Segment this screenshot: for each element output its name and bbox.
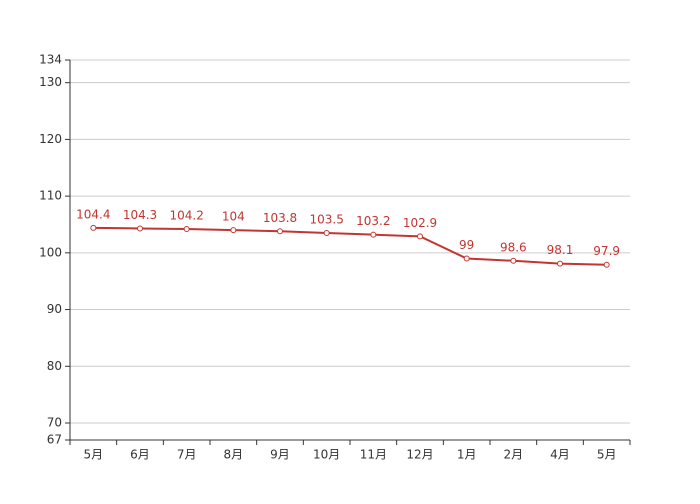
point	[230, 227, 237, 234]
data-label: 98.1	[547, 243, 574, 257]
point	[137, 225, 143, 232]
data-label: 104.2	[169, 209, 203, 223]
data-label: 104	[222, 210, 245, 224]
point	[510, 257, 517, 264]
point	[557, 260, 563, 267]
y-tick-label: 70	[47, 415, 62, 429]
data-label: 98.6	[500, 240, 527, 254]
y-tick-label: 100	[39, 245, 62, 259]
point	[417, 233, 423, 240]
point	[90, 224, 97, 231]
x-tick-label: 4月	[550, 448, 570, 462]
x-tick-label: 5月	[84, 448, 104, 462]
point	[277, 228, 283, 235]
x-tick-label: 10月	[313, 448, 340, 462]
data-label: 103.8	[263, 211, 297, 225]
point	[370, 231, 377, 238]
x-tick-label: 1月	[457, 448, 477, 462]
y-tick-label: 67	[47, 433, 62, 447]
x-tick-label: 11月	[360, 448, 387, 462]
point	[183, 226, 190, 233]
data-label: 103.2	[356, 214, 390, 228]
line	[93, 226, 607, 266]
x-tick-label: 12月	[406, 448, 433, 462]
y-tick-label: 80	[47, 359, 62, 373]
y-tick-label: 120	[39, 132, 62, 146]
x-tick-label: 5月	[597, 448, 617, 462]
y-tick-label: 130	[39, 75, 62, 89]
y-tick-label: 110	[39, 189, 62, 203]
point	[463, 255, 470, 262]
point	[323, 229, 330, 236]
point	[603, 261, 610, 268]
x-tick-label: 8月	[224, 448, 244, 462]
y-tick-label: 134	[39, 53, 62, 67]
data-label: 104.4	[76, 207, 110, 221]
data-label: 99	[459, 238, 474, 252]
y-tick-label: 90	[47, 302, 62, 316]
data-label: 97.9	[593, 244, 620, 258]
x-tick-label: 9月	[270, 448, 290, 462]
x-tick-label: 6月	[130, 448, 150, 462]
x-tick-label: 2月	[504, 448, 524, 462]
data-label: 104.3	[123, 208, 157, 222]
x-tick-label: 7月	[177, 448, 197, 462]
data-label: 102.9	[403, 216, 437, 230]
data-label: 103.5	[309, 212, 343, 226]
